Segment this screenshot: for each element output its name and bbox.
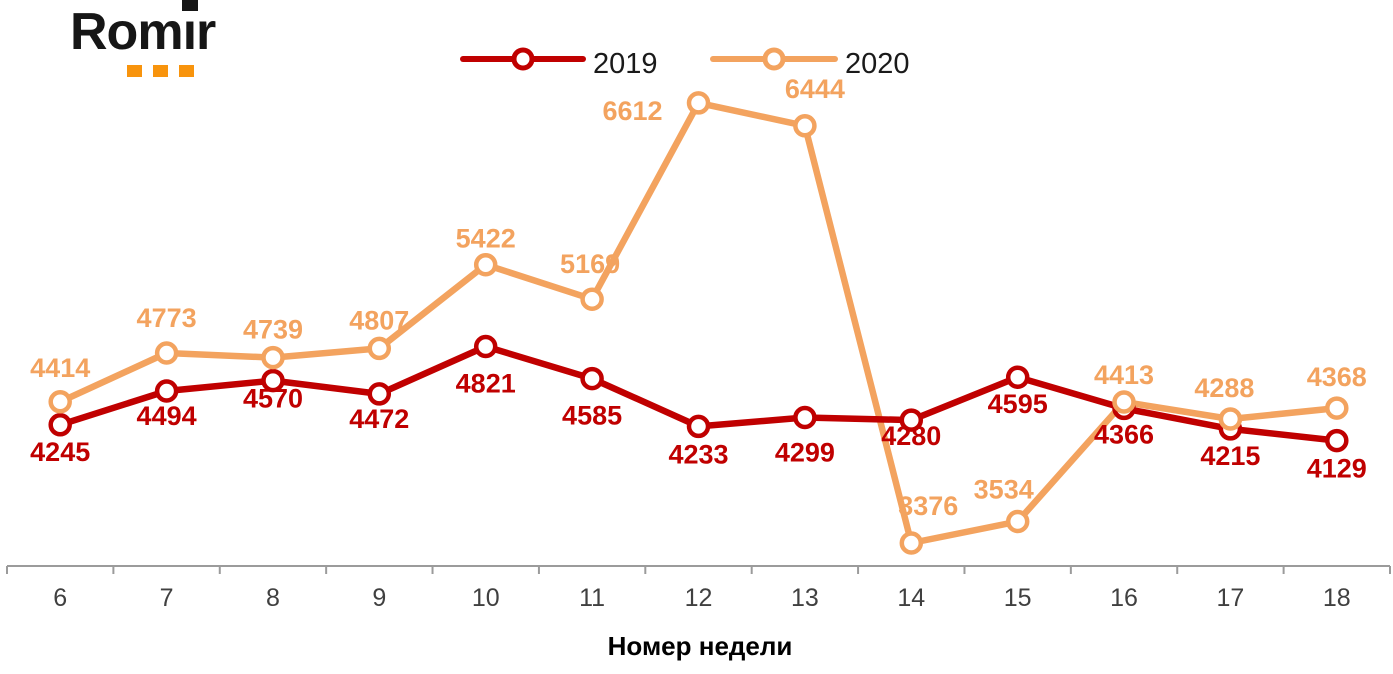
data-label-2020: 4807 [349, 305, 409, 335]
legend-marker-2020 [762, 47, 786, 71]
x-tick-label: 14 [897, 584, 925, 612]
data-label-2020: 6444 [785, 74, 845, 104]
series-2019-marker [793, 405, 817, 430]
data-label-2019: 4233 [668, 439, 728, 469]
x-tick-label: 13 [791, 584, 819, 612]
data-label-2019: 4821 [456, 369, 516, 399]
logo-i-dot [181, 0, 198, 11]
series-2019-marker [261, 368, 285, 393]
x-tick-label: 9 [372, 584, 386, 612]
series-2019-marker [686, 414, 711, 439]
legend-label-2019: 2019 [593, 48, 658, 80]
logo-text-part2: r [196, 3, 216, 61]
data-label-2020: 5169 [560, 249, 620, 279]
x-tick-label: 8 [266, 584, 280, 612]
series-2019-marker [367, 382, 392, 406]
series-2019-marker [1325, 428, 1349, 453]
x-tick-label: 16 [1110, 584, 1138, 612]
logo-text-part1: Rom [70, 3, 184, 61]
data-label-2020: 3376 [898, 491, 958, 521]
data-label-2019: 4280 [881, 421, 941, 451]
x-tick-label: 11 [579, 584, 605, 612]
data-label-2019: 4366 [1094, 419, 1154, 449]
series-2020-marker [48, 390, 72, 414]
x-tick-label: 6 [53, 584, 67, 612]
x-tick-label: 10 [472, 584, 500, 612]
series-2020-marker [367, 336, 392, 361]
series-2019-marker [899, 408, 924, 432]
series-2020-marker [1218, 407, 1243, 431]
data-label-2020: 4773 [137, 303, 197, 333]
legend-label-2020: 2020 [845, 48, 910, 80]
x-tick-label: 15 [1004, 584, 1032, 612]
data-label-2020: 6612 [602, 96, 662, 126]
legend-marker-2019 [511, 47, 535, 71]
data-label-2019: 4245 [30, 437, 90, 467]
x-tick-label: 12 [685, 584, 713, 612]
x-tick-label: 7 [160, 584, 174, 612]
data-label-2020: 4368 [1307, 362, 1367, 392]
data-label-2019: 4299 [775, 438, 835, 468]
romir-logo: Romı r [70, 0, 216, 77]
data-label-2020: 4288 [1194, 373, 1254, 403]
series-2019-marker [580, 366, 604, 391]
series-2020-marker [261, 345, 285, 370]
x-tick-label: 17 [1217, 584, 1245, 612]
logo-dots [127, 65, 215, 77]
series-2020-marker [793, 114, 817, 138]
data-label-2019: 4494 [137, 401, 197, 431]
series-2020-marker [580, 287, 604, 311]
x-tick-label: 18 [1323, 584, 1351, 612]
data-label-2019: 4215 [1200, 441, 1260, 471]
data-label-2020: 5422 [456, 224, 516, 254]
data-label-2019: 4595 [988, 389, 1048, 419]
series-2019-marker [473, 334, 498, 359]
logo-i-stem: ı [182, 3, 197, 61]
series-2020-marker [1005, 509, 1030, 534]
logo-orange-square [127, 65, 142, 77]
series-2019-marker [48, 413, 72, 437]
series-2020-marker [899, 531, 924, 555]
data-label-2020: 4413 [1094, 360, 1154, 390]
data-label-2019: 4129 [1307, 454, 1367, 484]
series-2019-marker [154, 379, 179, 403]
data-label-2019: 4472 [349, 404, 409, 434]
series-2020-marker [473, 252, 498, 277]
data-label-2020: 4739 [243, 315, 303, 345]
data-label-2020: 4414 [30, 353, 90, 383]
logo-letter-i: ı [181, 0, 198, 61]
series-2020-marker [686, 91, 711, 115]
x-axis-title: Номер недели [608, 631, 793, 661]
logo-orange-square [153, 65, 168, 77]
data-label-2019: 4570 [243, 384, 303, 414]
data-label-2019: 4585 [562, 401, 622, 431]
series-2020-marker [1112, 390, 1136, 414]
logo-orange-square [179, 65, 194, 77]
series-2020-marker [1325, 396, 1349, 420]
logo-wordmark: Romı r [70, 0, 216, 61]
series-2020-marker [154, 341, 179, 365]
series-2019-marker [1005, 365, 1030, 389]
data-label-2020: 3534 [974, 475, 1034, 505]
